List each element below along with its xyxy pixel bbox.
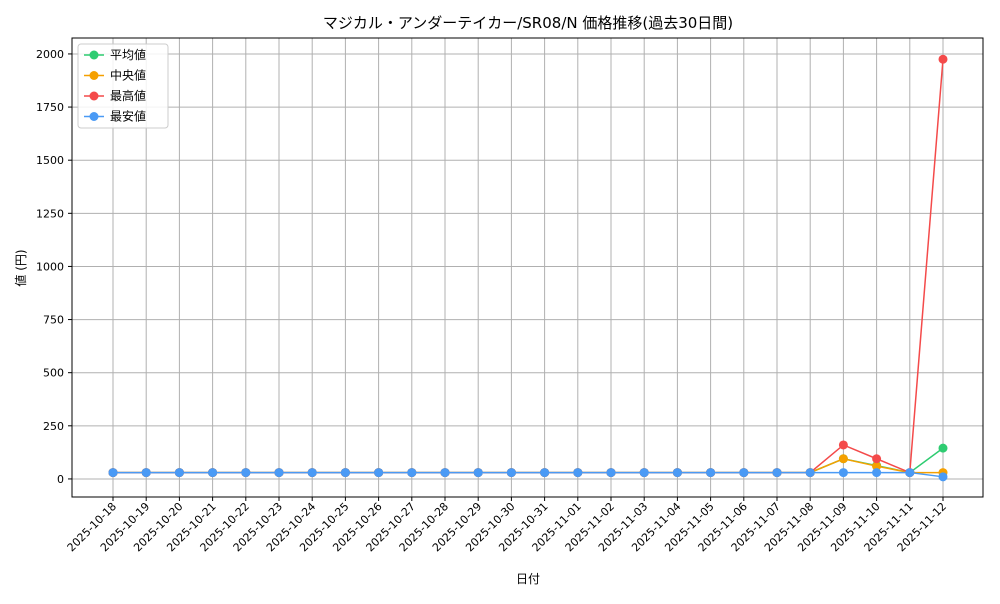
y-axis-label: 値 (円): [13, 249, 28, 286]
data-point: [672, 468, 682, 478]
y-tick-label: 750: [43, 314, 64, 327]
legend-label: 最高値: [110, 88, 146, 103]
plot-frame: [71, 37, 984, 498]
data-point: [938, 472, 948, 482]
data-point: [573, 468, 583, 478]
data-point: [872, 468, 882, 478]
legend-label: 最安値: [110, 109, 146, 124]
y-tick-label: 1000: [36, 260, 64, 273]
data-point: [706, 468, 716, 478]
axes: 2025-10-182025-10-192025-10-202025-10-21…: [36, 48, 949, 554]
series-3: [108, 468, 948, 482]
data-point: [440, 468, 450, 478]
chart-title: マジカル・アンダーテイカー/SR08/N 価格推移(過去30日間): [323, 14, 733, 32]
y-tick-label: 1500: [36, 154, 64, 167]
data-point: [506, 468, 516, 478]
data-point: [307, 468, 317, 478]
series-2: [108, 54, 948, 478]
data-point: [208, 468, 218, 478]
y-tick-label: 500: [43, 367, 64, 380]
y-tick-label: 1250: [36, 207, 64, 220]
data-point: [606, 468, 616, 478]
x-axis-label: 日付: [516, 572, 540, 586]
data-point: [340, 468, 350, 478]
data-point: [274, 468, 284, 478]
data-point: [241, 468, 251, 478]
data-point: [174, 468, 184, 478]
y-tick-label: 250: [43, 420, 64, 433]
legend-box: [77, 43, 169, 129]
grid: [72, 38, 983, 497]
legend-marker: [89, 50, 99, 60]
data-point: [872, 461, 882, 471]
data-point: [905, 468, 915, 478]
data-point: [141, 468, 151, 478]
legend-marker: [89, 112, 99, 121]
legend-label: 中央値: [110, 68, 146, 83]
data-point: [540, 468, 550, 478]
legend-label: 平均値: [110, 47, 146, 62]
data-point: [108, 468, 118, 478]
data-point: [374, 468, 384, 478]
data-point: [838, 468, 848, 478]
data-point: [838, 454, 848, 464]
series-1: [108, 454, 948, 478]
data-point: [473, 468, 483, 478]
data-point: [639, 468, 649, 478]
data-point: [938, 443, 948, 453]
data-point: [739, 468, 749, 478]
y-tick-label: 1750: [36, 101, 64, 114]
series-layer: [108, 54, 948, 482]
legend-marker: [89, 71, 99, 80]
data-point: [938, 54, 948, 64]
data-point: [872, 454, 882, 464]
series-line: [113, 59, 944, 474]
legend-marker: [89, 91, 99, 101]
y-tick-label: 2000: [36, 48, 64, 61]
data-point: [772, 468, 782, 478]
data-point: [805, 468, 815, 478]
y-tick-label: 0: [57, 473, 64, 486]
data-point: [838, 440, 848, 450]
data-point: [407, 468, 417, 478]
series-line: [113, 471, 944, 478]
